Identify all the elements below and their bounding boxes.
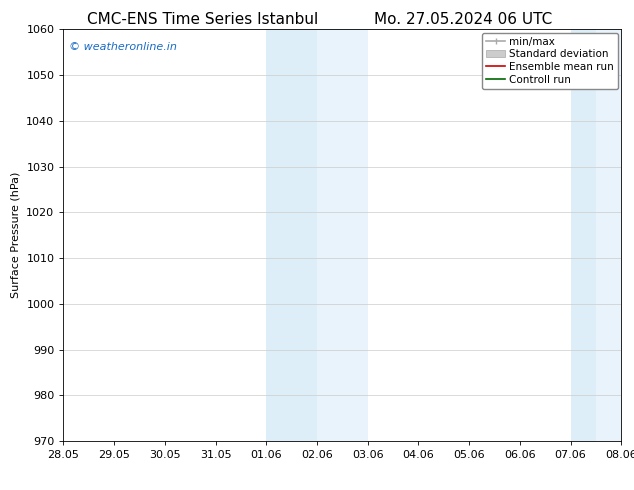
- Text: Mo. 27.05.2024 06 UTC: Mo. 27.05.2024 06 UTC: [373, 12, 552, 27]
- Bar: [596, 29, 621, 441]
- Bar: [571, 29, 596, 441]
- Bar: [266, 29, 317, 441]
- Bar: [317, 29, 368, 441]
- Y-axis label: Surface Pressure (hPa): Surface Pressure (hPa): [11, 172, 21, 298]
- Legend: min/max, Standard deviation, Ensemble mean run, Controll run: min/max, Standard deviation, Ensemble me…: [482, 32, 618, 89]
- Text: CMC-ENS Time Series Istanbul: CMC-ENS Time Series Istanbul: [87, 12, 318, 27]
- Text: © weatheronline.in: © weatheronline.in: [69, 42, 177, 52]
